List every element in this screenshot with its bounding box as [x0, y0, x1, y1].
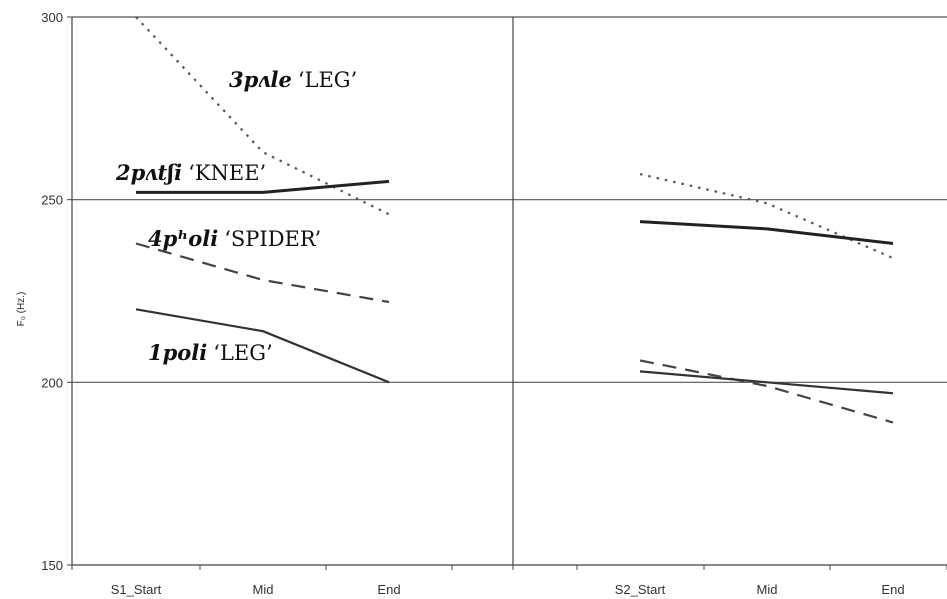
series-label-word: 3pʌle — [229, 67, 292, 92]
series-label-gloss: ‘LEG’ — [213, 341, 272, 365]
y-axis-label: F₀ (Hz.) — [16, 292, 27, 327]
series-label-gloss: ‘LEG’ — [298, 68, 357, 92]
series-label-word: 2pʌtʃi — [115, 160, 182, 185]
series-label-4: 1poli ‘LEG’ — [148, 340, 273, 365]
grid-layer — [72, 16, 947, 383]
x-tick-label-end: End — [881, 582, 904, 597]
series-line-panel1-dotted — [135, 16, 390, 216]
series-line-panel1-solid-bold — [136, 179, 390, 194]
x-tick-label-mid: Mid — [757, 582, 778, 597]
label-layer: 3pʌle ‘LEG’2pʌtʃi ‘KNEE’4pʰoli ‘SPIDER’1pol… — [115, 67, 357, 365]
series-label-gloss: ‘KNEE’ — [188, 161, 266, 185]
y-tick-label-300: 300 — [41, 10, 63, 25]
series-line-panel1-dashed — [135, 242, 390, 304]
y-tick-label-200: 200 — [41, 375, 63, 390]
x-tick-label-s1-start: S1_Start — [111, 582, 162, 597]
x-tick-label-s2-start: S2_Start — [615, 582, 666, 597]
series-line-panel2-solid-bold — [639, 220, 894, 245]
series-label-2: 2pʌtʃi ‘KNEE’ — [115, 160, 266, 185]
series-layer — [135, 16, 894, 424]
series-line-panel2-dashed — [639, 359, 894, 424]
series-label-word: 4pʰoli — [148, 226, 218, 251]
series-line-panel2-solid — [639, 370, 894, 395]
y-tick-label-250: 250 — [41, 193, 63, 208]
x-tick-label-end: End — [377, 582, 400, 597]
series-line-panel2-dotted — [639, 173, 894, 260]
series-label-3: 4pʰoli ‘SPIDER’ — [148, 226, 321, 251]
series-label-word: 1poli — [148, 340, 207, 365]
series-label-gloss: ‘SPIDER’ — [224, 227, 321, 251]
series-line-panel1-solid — [135, 308, 390, 384]
axis-layer: 150 200 250 300 F₀ (Hz.) S1_Start Mid End S2_Sta… — [16, 10, 947, 597]
x-tick-label-mid: Mid — [253, 582, 274, 597]
y-tick-label-150: 150 — [41, 558, 63, 573]
series-label-1: 3pʌle ‘LEG’ — [229, 67, 357, 92]
